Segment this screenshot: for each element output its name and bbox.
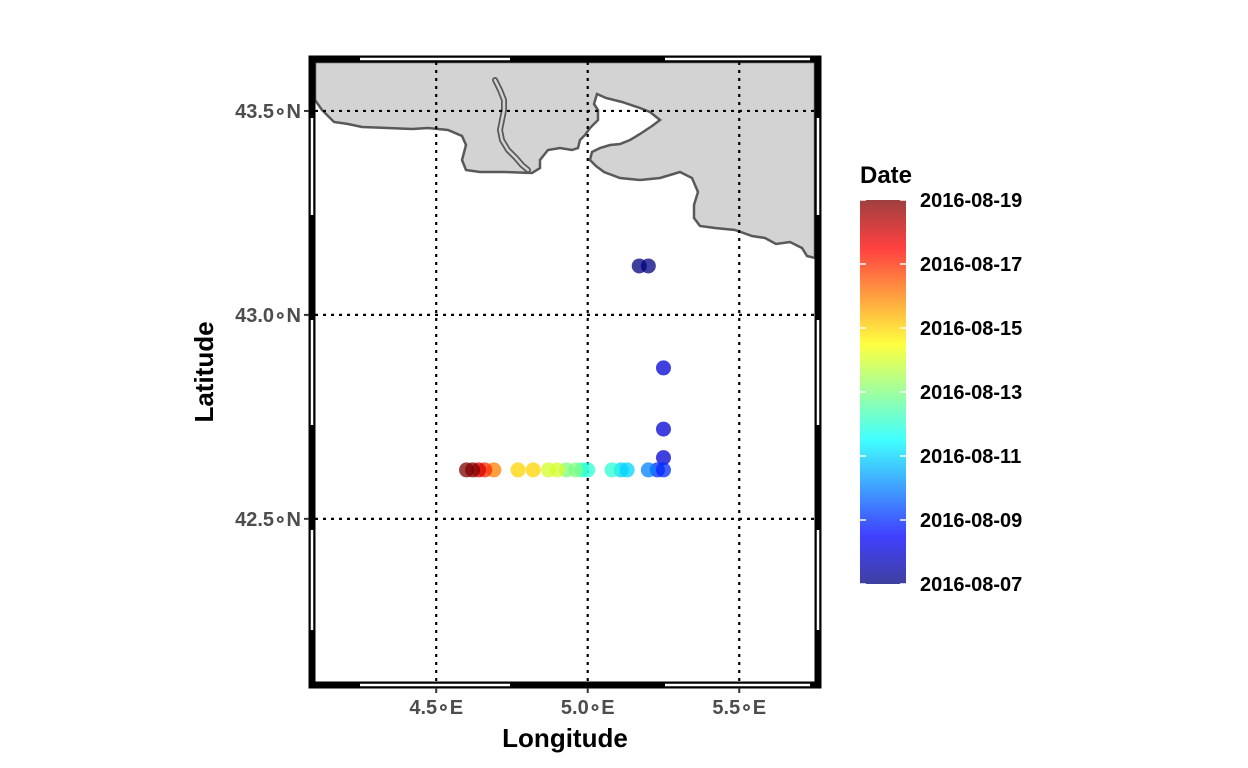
track-points — [459, 258, 671, 478]
track-point-10 — [604, 462, 620, 478]
track-point-16 — [540, 462, 556, 478]
graticule-grid — [315, 62, 815, 682]
track-point-23 — [459, 462, 475, 478]
track-point-7 — [640, 462, 656, 478]
colorbar — [860, 200, 906, 584]
track-point-3 — [655, 421, 671, 437]
y-tick-label-1: 43.0∘N — [235, 305, 301, 327]
y-tick-label-0: 42.5∘N — [235, 509, 301, 531]
track-point-1 — [640, 258, 656, 274]
x-tick-label-2: 5.5∘E — [712, 697, 766, 719]
rhone-river-channel — [493, 78, 530, 172]
legend-label-0: 2016-08-19 — [920, 190, 1022, 212]
legend-label-2: 2016-08-15 — [920, 318, 1022, 340]
legend-label-5: 2016-08-09 — [920, 510, 1022, 532]
x-tick-label-0: 4.5∘E — [409, 697, 463, 719]
track-point-2 — [655, 360, 671, 376]
y-axis-title: Latitude — [189, 321, 219, 422]
legend-label-3: 2016-08-13 — [920, 382, 1022, 404]
x-axis-title: Longitude — [502, 723, 628, 753]
track-point-4 — [655, 450, 671, 466]
legend-label-4: 2016-08-11 — [920, 446, 1021, 468]
x-tick-label-1: 5.0∘E — [561, 697, 615, 719]
track-point-18 — [510, 462, 526, 478]
axis-ticks: 4.5∘E 5.0∘E 5.5∘E 42.5∘N 43.0∘N 43.5∘N — [235, 101, 766, 719]
legend: Date 2016-08-192016-08-172016-08-152016-… — [860, 162, 1022, 596]
track-point-17 — [525, 462, 541, 478]
map-frame — [308, 55, 822, 689]
legend-title: Date — [860, 162, 912, 189]
colorbar-labels: 2016-08-19 2016-08-17 2016-08-15 2016-08-13… — [860, 190, 1022, 596]
land-layer — [315, 62, 815, 260]
legend-label-1: 2016-08-17 — [920, 254, 1022, 276]
y-tick-label-2: 43.5∘N — [235, 101, 301, 123]
land-mass-west — [315, 62, 815, 260]
legend-label-6: 2016-08-07 — [920, 574, 1022, 596]
